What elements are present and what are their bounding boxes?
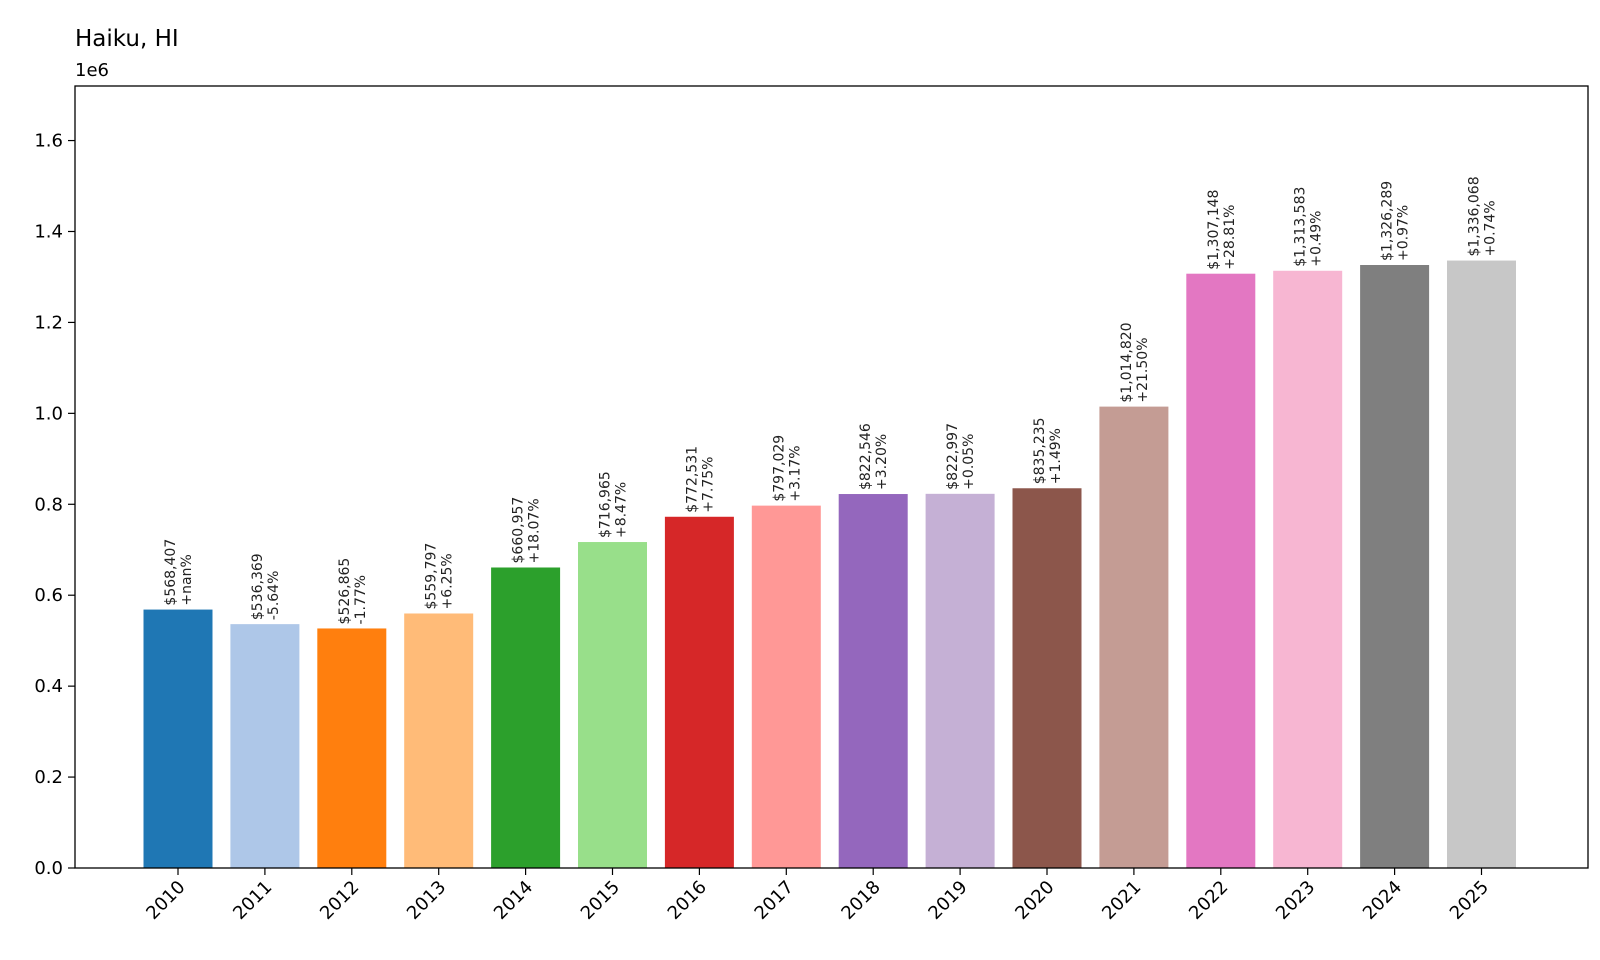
- bar-2024: [1360, 265, 1430, 868]
- bar-2016: [664, 516, 734, 868]
- y-tick-label: 0.0: [34, 858, 63, 879]
- bar-change-label: +18.07%: [527, 498, 543, 563]
- y-tick-label: 0.6: [34, 585, 63, 606]
- bar-value-label: $797,029: [771, 435, 787, 502]
- bar-2023: [1273, 270, 1343, 868]
- bar-value-label: $1,336,068: [1467, 176, 1483, 256]
- bar-label-2011: $536,369 -5.64%: [250, 553, 282, 620]
- bar-value-label: $660,957: [511, 497, 527, 564]
- bar-2012: [317, 628, 387, 868]
- bar-2011: [230, 624, 300, 868]
- x-tick-label: 2016: [664, 877, 711, 924]
- y-tick-label: 0.4: [34, 676, 63, 697]
- bar-label-2012: $526,865 -1.77%: [337, 558, 369, 625]
- x-tick-label: 2014: [490, 877, 537, 924]
- x-tick-label: 2011: [229, 877, 276, 924]
- bar-label-2019: $822,997 +0.05%: [945, 423, 977, 490]
- bar-2018: [838, 494, 908, 868]
- bar-label-2025: $1,336,068 +0.74%: [1467, 176, 1499, 256]
- bar-label-2021: $1,014,820 +21.50%: [1119, 322, 1151, 402]
- bar-change-label: +8.47%: [614, 482, 630, 538]
- bar-change-label: +28.81%: [1222, 205, 1238, 270]
- bar-value-label: $822,546: [858, 423, 874, 490]
- bar-2017: [751, 505, 821, 868]
- bar-change-label: -5.64%: [266, 571, 282, 621]
- bar-label-2024: $1,326,289 +0.97%: [1380, 181, 1412, 261]
- bar-change-label: +0.05%: [961, 434, 977, 490]
- bar-label-2018: $822,546 +3.20%: [858, 423, 890, 490]
- bars-layer: [143, 260, 1516, 869]
- y-tick-label: 1.4: [34, 221, 63, 242]
- bar-change-label: +0.74%: [1483, 200, 1499, 256]
- x-tick-label: 2020: [1011, 877, 1058, 924]
- y-tick-label: 0.8: [34, 494, 63, 515]
- bar-label-2023: $1,313,583 +0.49%: [1293, 187, 1325, 267]
- x-tick-label: 2019: [924, 877, 971, 924]
- bar-value-label: $1,313,583: [1293, 187, 1309, 267]
- bar-change-label: +21.50%: [1135, 337, 1151, 402]
- bar-change-label: +3.20%: [874, 434, 890, 490]
- chart-title: Haiku, HI: [75, 26, 179, 52]
- bar-2021: [1099, 406, 1169, 868]
- bar-2014: [491, 567, 561, 868]
- bar-label-2022: $1,307,148 +28.81%: [1206, 190, 1238, 270]
- x-tick-label: 2023: [1272, 877, 1319, 924]
- bar-2020: [1012, 488, 1082, 868]
- bar-label-2013: $559,797 +6.25%: [424, 543, 456, 610]
- bar-value-label: $559,797: [424, 543, 440, 610]
- x-tick-label: 2017: [751, 877, 798, 924]
- bar-label-2016: $772,531 +7.75%: [684, 446, 716, 513]
- x-tick-label: 2012: [316, 877, 363, 924]
- bar-change-label: +1.49%: [1048, 428, 1064, 484]
- bar-value-label: $526,865: [337, 558, 353, 625]
- bar-value-label: $835,235: [1032, 417, 1048, 484]
- bar-value-label: $568,407: [163, 539, 179, 606]
- bar-2013: [404, 613, 474, 868]
- y-axis-offset-label: 1e6: [75, 60, 109, 81]
- x-tick-label: 2010: [142, 877, 189, 924]
- bar-label-2017: $797,029 +3.17%: [771, 435, 803, 502]
- bar-2019: [925, 493, 995, 868]
- bar-change-label: +6.25%: [440, 553, 456, 609]
- x-tick-label: 2022: [1185, 877, 1232, 924]
- bar-value-label: $772,531: [684, 446, 700, 513]
- x-tick-label: 2025: [1446, 877, 1493, 924]
- y-tick-label: 1.2: [34, 312, 63, 333]
- bar-change-label: +0.49%: [1309, 211, 1325, 267]
- y-tick-label: 0.2: [34, 767, 63, 788]
- bar-change-label: -1.77%: [353, 575, 369, 625]
- bar-value-label: $536,369: [250, 553, 266, 620]
- bar-label-2010: $568,407 +nan%: [163, 539, 195, 606]
- bar-change-label: +7.75%: [700, 457, 716, 513]
- x-tick-label: 2013: [403, 877, 450, 924]
- x-axis: 2010 2011 2012 2013 2014 2015 2016 2017 2018 2019…: [142, 868, 1493, 924]
- bar-2025: [1447, 260, 1516, 868]
- bar-value-label: $822,997: [945, 423, 961, 490]
- bar-value-label: $716,965: [598, 471, 614, 538]
- bar-labels-layer: $568,407 +nan% $536,369 -5.64% $526,865 -1.77…: [163, 176, 1499, 624]
- bar-2010: [143, 609, 213, 868]
- bar-label-2014: $660,957 +18.07%: [511, 497, 543, 564]
- bar-label-2015: $716,965 +8.47%: [598, 471, 630, 538]
- y-axis: 0.0 0.2 0.4 0.6 0.8 1.0 1.2 1.4 1.6: [34, 131, 75, 879]
- x-tick-label: 2024: [1359, 877, 1406, 924]
- x-tick-label: 2015: [577, 877, 624, 924]
- bar-change-label: +3.17%: [787, 445, 803, 501]
- bar-2015: [578, 542, 647, 868]
- y-tick-label: 1.6: [34, 131, 63, 152]
- bar-value-label: $1,326,289: [1380, 181, 1396, 261]
- bar-label-2020: $835,235 +1.49%: [1032, 417, 1064, 484]
- x-tick-label: 2018: [837, 877, 884, 924]
- plot-frame: [74, 85, 1589, 869]
- bar-change-label: +nan%: [179, 554, 195, 605]
- bar-value-label: $1,307,148: [1206, 190, 1222, 270]
- x-tick-label: 2021: [1098, 877, 1145, 924]
- bar-2022: [1186, 273, 1256, 869]
- y-tick-label: 1.0: [34, 403, 63, 424]
- bar-value-label: $1,014,820: [1119, 322, 1135, 402]
- bar-change-label: +0.97%: [1396, 205, 1412, 261]
